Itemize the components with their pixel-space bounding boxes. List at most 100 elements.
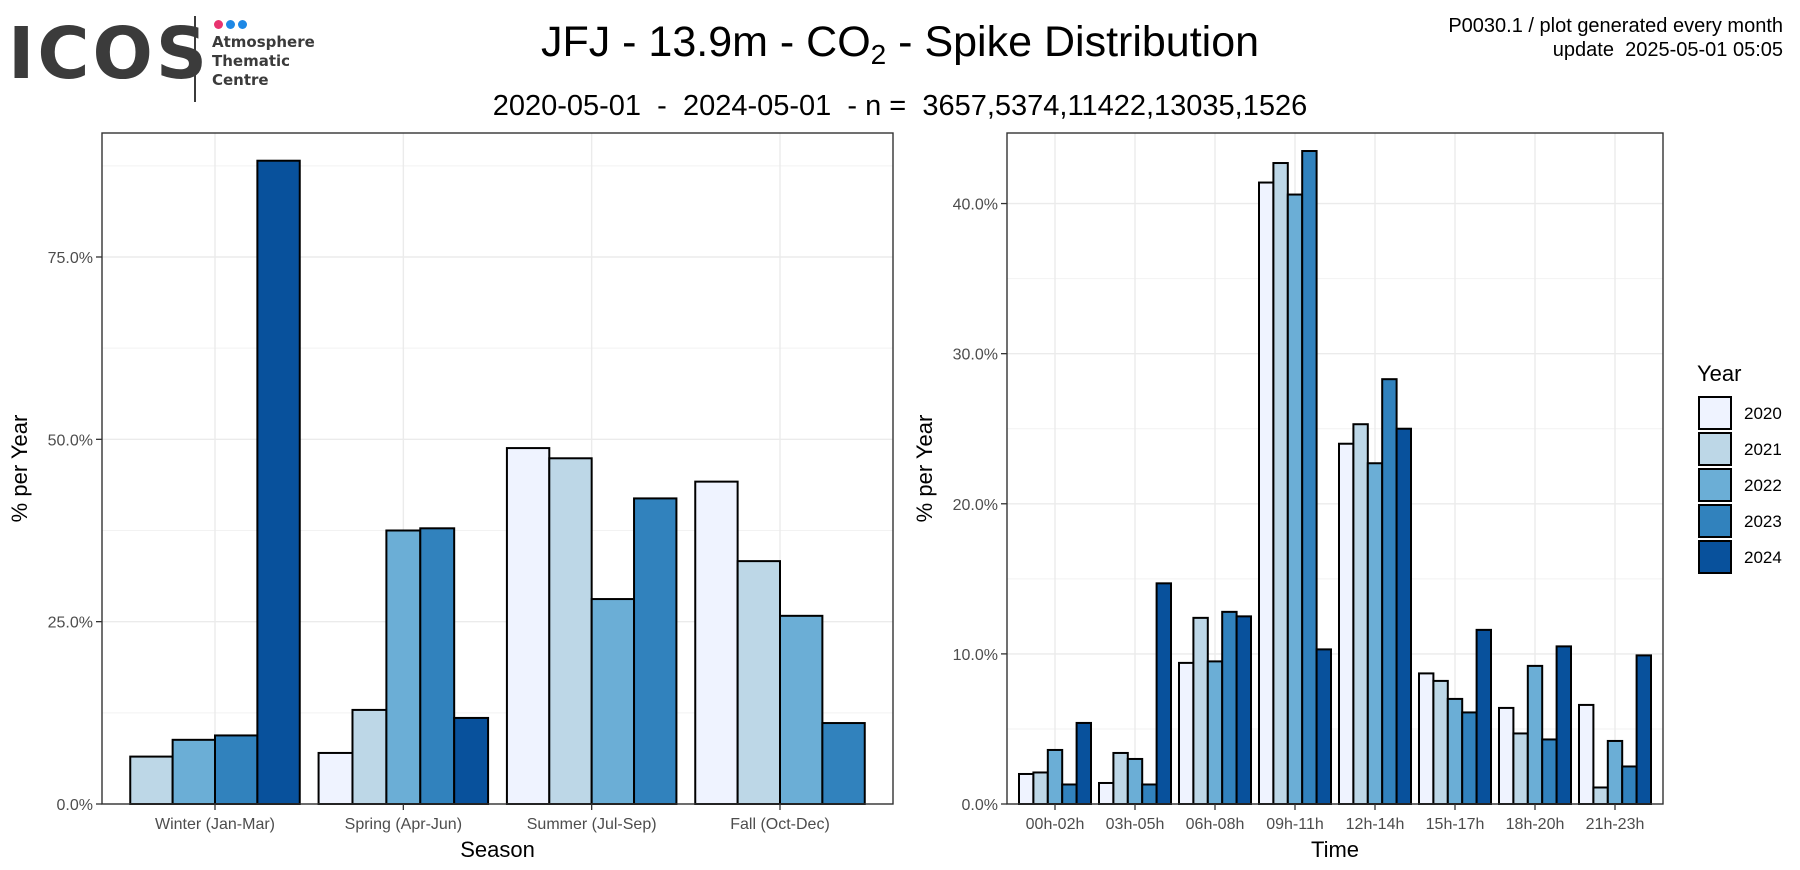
legend-swatch-2022 [1698,468,1732,502]
x-tick-label: Winter (Jan-Mar) [155,816,275,833]
bar-2021 [1112,751,1129,806]
bar-2022 [1366,462,1384,805]
y-tick-label: 40.0% [953,197,998,214]
bar-2024 [1475,628,1492,805]
chart-panel-1: 0.0% 25.0% 50.0% 75.0% Winter (Jan-Mar) Sprin… [7,132,894,862]
x-tick-label: 18h-20h [1506,816,1565,833]
bar-2022 [1126,757,1144,805]
x-tick-label: 15h-17h [1426,816,1485,833]
logo-dot [214,20,223,29]
bar-2022 [1526,664,1544,805]
bar-2023 [1621,765,1638,806]
plot-subtitle: 2020-05-01 - 2024-05-01 - n = 3657,5374,… [492,90,1308,122]
bar-2024 [1155,582,1172,805]
bar-2022 [1046,748,1064,805]
bar-2020 [1338,442,1355,805]
legend-label-2020: 2020 [1744,404,1782,423]
legend-label-2022: 2022 [1744,476,1782,495]
logo-wordmark: ICOS [8,12,211,95]
y-tick-label: 10.0% [953,647,998,664]
bar-2020 [1418,672,1435,806]
title-end: - Spike Distribution [886,18,1260,66]
bar-2020 [1258,181,1275,805]
title-subscript: 2 [870,39,887,70]
x-tick-label: 03h-05h [1106,816,1165,833]
y-tick-label: 25.0% [48,615,93,632]
legend-title: Year [1697,361,1741,386]
bar-2023 [214,734,259,805]
bar-2021 [1032,771,1049,805]
y-tick-label: 30.0% [953,347,998,364]
bar-2021 [548,457,593,805]
bar-2020 [694,480,739,805]
x-tick-label: 06h-08h [1186,816,1245,833]
bar-2024 [1315,648,1332,805]
meta-line-2: update 2025-05-01 05:05 [1552,39,1783,61]
bar-2023 [821,722,866,806]
y-tick-label: 50.0% [48,432,93,449]
x-tick-label: 21h-23h [1586,816,1645,833]
legend-label-2023: 2023 [1744,512,1782,531]
bar-2020 [1578,703,1595,805]
x-axis-label: Time [1311,837,1359,862]
bar-2020 [1178,661,1195,805]
bar-2021 [1512,732,1529,806]
bar-2021 [736,560,781,806]
bar-2020 [1498,706,1515,805]
y-axis-label: % per Year [7,415,32,523]
bar-2024 [1395,427,1412,805]
bar-2023 [1541,738,1558,805]
bar-2020 [1018,772,1035,805]
x-tick-label: Summer (Jul-Sep) [527,816,657,833]
y-tick-label: 0.0% [57,797,93,814]
plot-meta: P0030.1 / plot generated every month upda… [1448,14,1783,62]
x-tick-label: 12h-14h [1346,816,1405,833]
bar-2022 [1446,697,1464,805]
bar-2023 [1301,150,1318,805]
logo-dot [238,20,247,29]
legend-swatch-2023 [1698,504,1732,538]
bar-2024 [1555,645,1572,806]
bar-2020 [317,751,354,806]
bar-2021 [129,755,174,806]
logo-caption: Atmosphere Thematic Centre [212,33,315,90]
y-tick-label: 75.0% [48,250,93,267]
bar-2022 [1606,739,1624,805]
bar-2021 [1272,162,1289,805]
bar-2021 [1352,423,1369,805]
bar-2024 [1075,721,1092,805]
logo-dots [214,16,250,34]
y-axis-label: % per Year [912,415,937,523]
bar-2020 [505,447,551,805]
logo-dot [226,20,235,29]
legend-swatch-2024 [1698,540,1732,574]
logo-line-3: Centre [212,71,269,89]
x-axis-label: Season [460,837,535,862]
legend-label-2021: 2021 [1744,440,1782,459]
legend-label-2024: 2024 [1744,548,1782,567]
legend-swatch-2021 [1698,432,1732,466]
x-tick-label: Fall (Oct-Dec) [730,816,830,833]
x-tick-label: Spring (Apr-Jun) [345,816,462,833]
title-main: JFJ - 13.9m - CO [540,18,871,66]
chart-panel-2: 0.0% 10.0% 20.0% 30.0% 40.0% 00h-02h 03h-05h 06… [912,132,1664,862]
bar-2021 [351,708,388,805]
bar-2024 [1235,615,1252,805]
bar-2023 [1381,378,1398,805]
bar-2024 [256,159,301,805]
logo-line-1: Atmosphere [212,33,315,51]
bar-2021 [1192,616,1209,805]
bar-2022 [590,598,636,806]
x-tick-label: 00h-02h [1026,816,1085,833]
y-tick-label: 0.0% [962,797,998,814]
bar-2023 [1141,783,1158,806]
panel-border [1006,132,1664,805]
bar-2023 [633,497,678,805]
legend-swatch-2020 [1698,396,1732,430]
bar-2023 [1061,783,1078,806]
plot-title: JFJ - 13.9m - CO2 - Spike Distribution [0,18,1800,71]
bar-2021 [1432,679,1449,805]
bar-2022 [1286,193,1304,806]
